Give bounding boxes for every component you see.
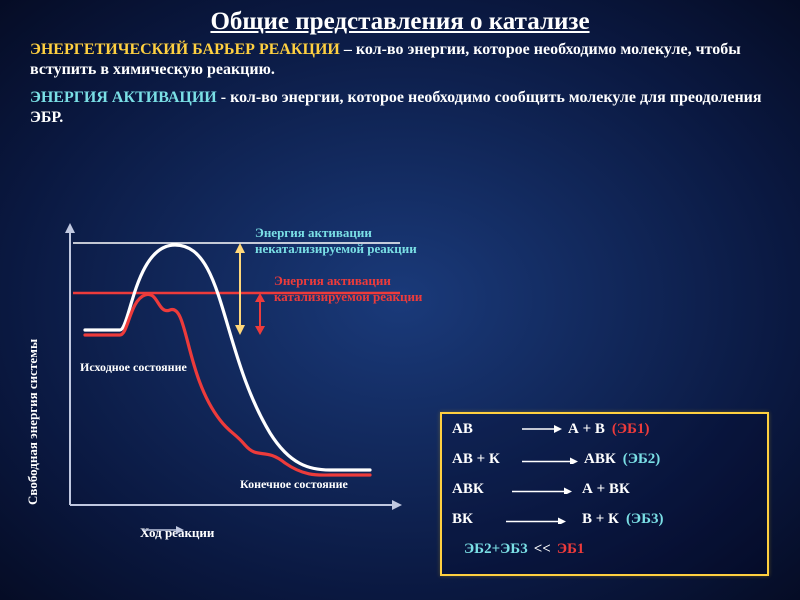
paragraph-activation: ЭНЕРГИЯ АКТИВАЦИИ - кол-во энергии, кото… [0,84,800,132]
activation-term: ЭНЕРГИЯ АКТИВАЦИИ [30,89,217,106]
energy-diagram: Свободная энергия системы Ход реакции Эн… [30,215,410,545]
ann-ea-uncatalyzed: Энергия активации некатализируемой реакц… [255,225,417,257]
ann-final-state: Конечное состояние [240,477,348,492]
page-title: Общие представления о катализе [0,0,800,36]
reaction-row-1: АВ А + В (ЭБ1) [442,414,767,444]
barrier-term: ЭНЕРГЕТИЧЕСКИЙ БАРЬЕР РЕАКЦИИ [30,41,340,58]
chart-svg [30,215,410,535]
arrow-icon [522,424,562,434]
reaction-row-3: АВК А + ВК [442,474,767,504]
arrow-icon [512,484,572,494]
reaction-box: АВ А + В (ЭБ1) АВ + К АВК (ЭБ2) АВК А + … [440,412,769,576]
reaction-row-4: ВК В + К (ЭБ3) [442,504,767,534]
arrow-icon [506,514,566,524]
paragraph-barrier: ЭНЕРГЕТИЧЕСКИЙ БАРЬЕР РЕАКЦИИ – кол-во э… [0,36,800,84]
ann-initial-state: Исходное состояние [80,360,187,375]
ann-ea-catalyzed: Энергия активации катализируемой реакции [274,273,422,305]
reaction-row-2: АВ + К АВК (ЭБ2) [442,444,767,474]
reaction-summary: ЭБ2+ЭБ3 << ЭБ1 [442,534,767,564]
arrow-icon [522,454,578,464]
